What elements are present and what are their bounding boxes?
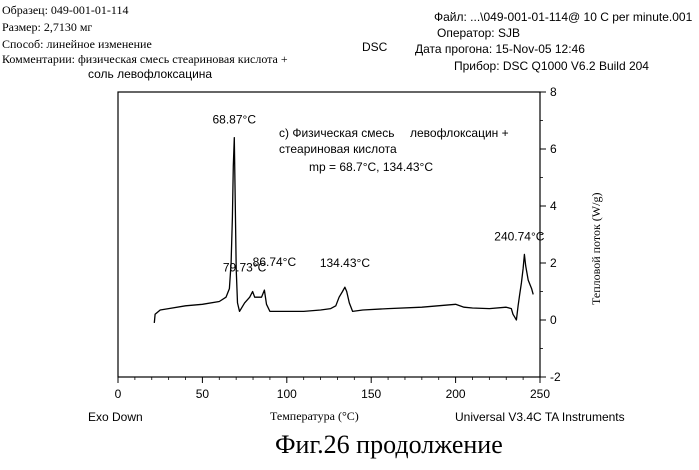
annotation-line1: с) Физическая смесь bbox=[279, 126, 395, 140]
x-tick-label: 0 bbox=[115, 387, 122, 401]
peak-label: 86.74°C bbox=[253, 255, 297, 269]
y-tick-label: 6 bbox=[550, 142, 557, 156]
technique-label: DSC bbox=[362, 40, 388, 54]
exo-down-label: Exo Down bbox=[88, 410, 143, 424]
dsc-curve bbox=[153, 136, 534, 323]
annotation-line3: mp = 68.7°C, 134.43°C bbox=[309, 160, 434, 174]
method-label: Способ: линейное изменение bbox=[2, 37, 152, 51]
instrument-label: Прибор: DSC Q1000 V6.2 Build 204 bbox=[454, 59, 649, 73]
file-label: Файл: ...\049-001-01-114@ 10 C per minut… bbox=[434, 10, 693, 24]
peak-label: 240.74°C bbox=[494, 229, 545, 243]
size-label: Размер: 2,7130 мг bbox=[2, 20, 93, 34]
x-tick-label: 200 bbox=[446, 387, 466, 401]
x-axis-label: Температура (°C) bbox=[270, 409, 359, 423]
sample-label: Образец: 049-001-01-114 bbox=[2, 3, 129, 17]
x-tick-label: 100 bbox=[277, 387, 297, 401]
figure-caption: Фиг.26 продолжение bbox=[275, 430, 503, 459]
y-tick-label: 0 bbox=[550, 313, 557, 327]
annotation-line1b: левофлоксацин + bbox=[410, 126, 509, 140]
x-tick-label: 50 bbox=[196, 387, 210, 401]
comments-label: Комментарии: физическая смесь стеаринова… bbox=[2, 52, 288, 66]
y-axis-label: Тепловой поток (W/g) bbox=[589, 192, 603, 305]
x-tick-label: 250 bbox=[530, 387, 550, 401]
y-tick-label: 2 bbox=[550, 256, 557, 270]
x-tick-label: 150 bbox=[361, 387, 381, 401]
y-tick-label: 8 bbox=[550, 85, 557, 99]
comments-continuation: соль левофлоксацина bbox=[88, 67, 213, 81]
software-label: Universal V3.4C TA Instruments bbox=[455, 410, 625, 424]
annotation-line2: стеариновая кислота bbox=[279, 142, 397, 156]
y-tick-label: 4 bbox=[550, 199, 557, 213]
y-tick-label: -2 bbox=[550, 370, 561, 384]
run-date-label: Дата прогона: 15-Nov-05 12:46 bbox=[415, 42, 585, 56]
peak-label: 68.87°C bbox=[213, 113, 257, 127]
operator-label: Оператор: SJB bbox=[437, 26, 520, 40]
peak-label: 79.73°C bbox=[223, 261, 267, 275]
peak-label: 134.43°C bbox=[320, 256, 371, 270]
